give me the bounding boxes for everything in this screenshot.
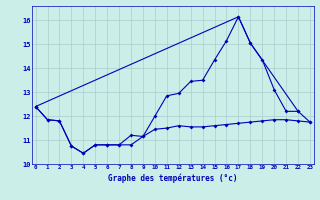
X-axis label: Graphe des températures (°c): Graphe des températures (°c) xyxy=(108,173,237,183)
